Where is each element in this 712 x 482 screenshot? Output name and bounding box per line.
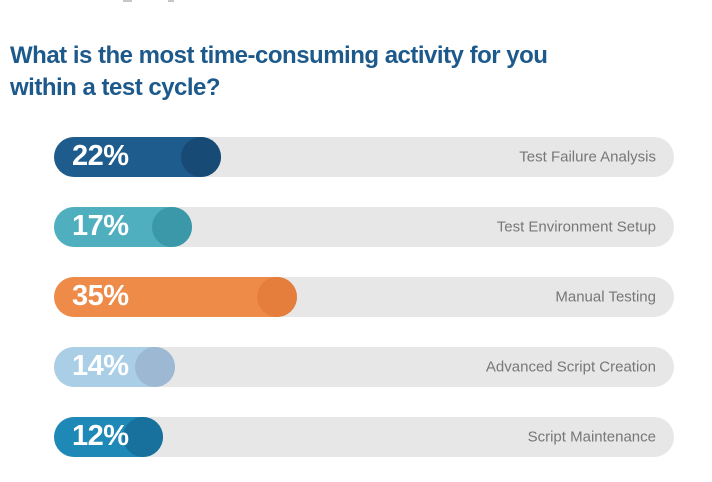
chart-title-line2: within a test cycle? xyxy=(10,74,221,102)
bar-row: 12% Script Maintenance xyxy=(54,417,674,457)
chart-title: What is the most time-consuming activity… xyxy=(10,40,670,104)
bar-category-label: Manual Testing xyxy=(555,288,656,306)
bar-knob xyxy=(181,137,221,177)
clipped-text-artifact xyxy=(168,0,174,2)
bar-value-label: 35% xyxy=(72,279,129,312)
bar-knob xyxy=(152,207,192,247)
bar-knob xyxy=(257,277,297,317)
bar-row: 22% Test Failure Analysis xyxy=(54,137,674,177)
bar-row: 35% Manual Testing xyxy=(54,277,674,317)
bar-fill xyxy=(54,277,297,317)
bar-knob xyxy=(123,417,163,457)
bar-knob xyxy=(135,347,175,387)
bar-category-label: Test Environment Setup xyxy=(496,218,656,236)
chart-title-line1: What is the most time-consuming activity… xyxy=(10,42,548,70)
bar-chart: 22% Test Failure Analysis 17% Test Envir… xyxy=(54,137,674,457)
bar-category-label: Advanced Script Creation xyxy=(485,358,656,376)
bar-row: 14% Advanced Script Creation xyxy=(54,347,674,387)
clipped-text-artifact xyxy=(123,0,132,2)
bar-value-label: 12% xyxy=(72,419,129,452)
bar-value-label: 14% xyxy=(72,349,129,382)
bar-category-label: Test Failure Analysis xyxy=(519,148,656,166)
bar-value-label: 17% xyxy=(72,209,129,242)
bar-category-label: Script Maintenance xyxy=(527,428,656,446)
bar-value-label: 22% xyxy=(72,139,129,172)
bar-row: 17% Test Environment Setup xyxy=(54,207,674,247)
